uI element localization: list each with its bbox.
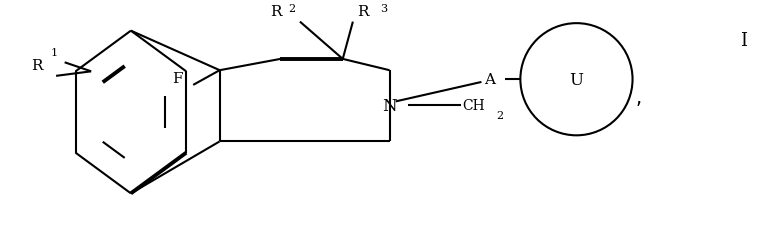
Text: R: R (270, 5, 281, 19)
Text: U: U (569, 71, 583, 88)
Text: N: N (382, 97, 397, 114)
Text: 2: 2 (288, 4, 296, 14)
Text: 2: 2 (496, 111, 504, 121)
Text: A: A (484, 73, 495, 87)
Text: I: I (741, 32, 747, 50)
Text: 3: 3 (380, 4, 388, 14)
Text: R: R (358, 5, 369, 19)
Text: ,: , (636, 88, 642, 107)
Text: CH: CH (463, 99, 485, 113)
Text: 1: 1 (51, 48, 58, 58)
Text: F: F (172, 72, 183, 86)
Text: R: R (32, 58, 43, 72)
